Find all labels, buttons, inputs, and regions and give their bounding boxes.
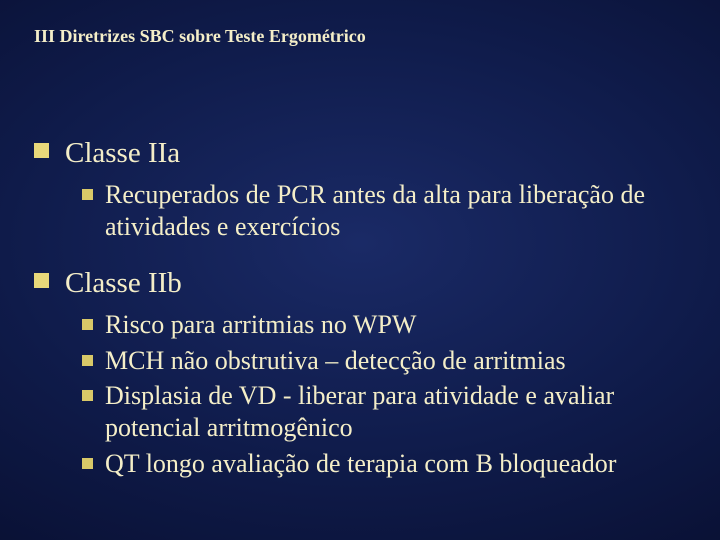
list-item: Recuperados de PCR antes da alta para li… <box>82 179 686 242</box>
square-bullet-icon <box>82 388 93 406</box>
section-items: Risco para arritmias no WPW MCH não obst… <box>82 309 686 480</box>
list-item-text: Displasia de VD - liberar para atividade… <box>105 380 686 443</box>
list-item: Risco para arritmias no WPW <box>82 309 686 341</box>
list-item: MCH não obstrutiva – detecção de arritmi… <box>82 345 686 377</box>
section-heading: Classe IIb <box>34 265 686 301</box>
list-item: QT longo avaliação de terapia com B bloq… <box>82 448 686 480</box>
list-item-text: Risco para arritmias no WPW <box>105 309 416 341</box>
section-heading-text: Classe IIa <box>65 135 180 171</box>
square-bullet-icon <box>82 353 93 371</box>
square-bullet-icon <box>82 187 93 205</box>
square-bullet-icon <box>82 456 93 474</box>
list-item-text: QT longo avaliação de terapia com B bloq… <box>105 448 616 480</box>
square-bullet-icon <box>34 143 49 163</box>
slide-title: III Diretrizes SBC sobre Teste Ergométri… <box>34 26 686 47</box>
square-bullet-icon <box>34 273 49 293</box>
list-item-text: Recuperados de PCR antes da alta para li… <box>105 179 686 242</box>
list-item: Displasia de VD - liberar para atividade… <box>82 380 686 443</box>
list-item-text: MCH não obstrutiva – detecção de arritmi… <box>105 345 566 377</box>
square-bullet-icon <box>82 317 93 335</box>
section-heading-text: Classe IIb <box>65 265 182 301</box>
section-heading: Classe IIa <box>34 135 686 171</box>
section-items: Recuperados de PCR antes da alta para li… <box>82 179 686 242</box>
